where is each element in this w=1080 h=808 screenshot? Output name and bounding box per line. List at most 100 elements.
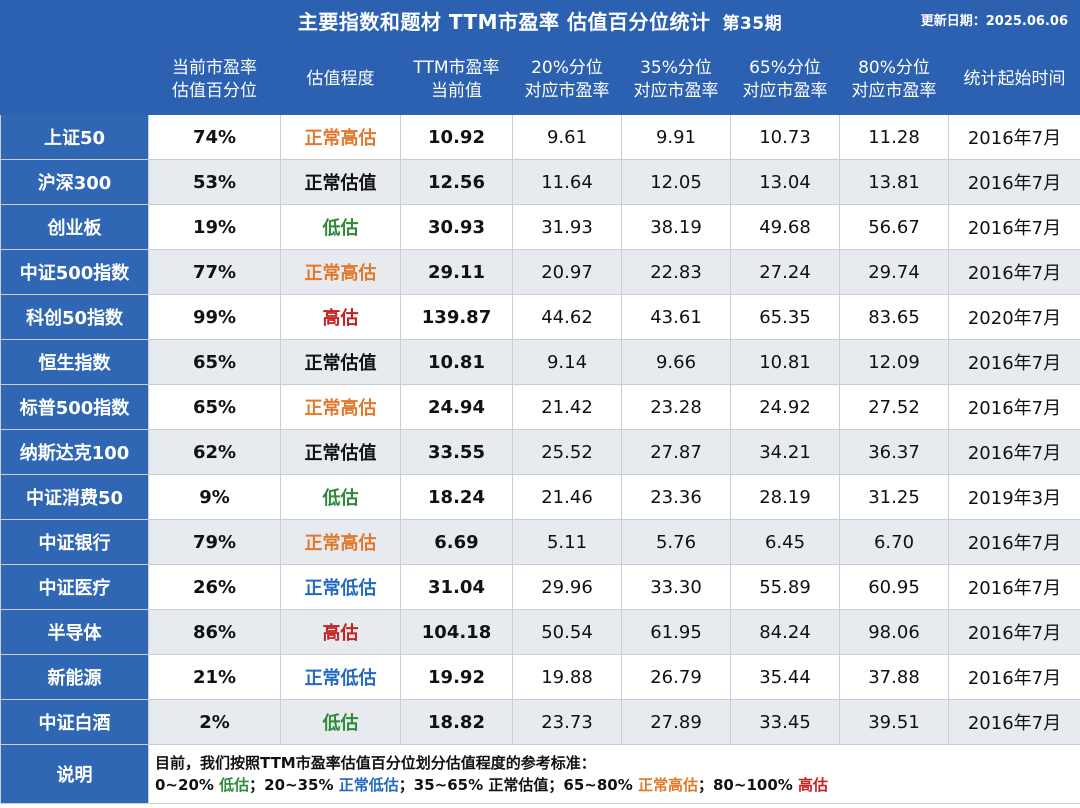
legend-range: 0~20% — [155, 776, 220, 794]
legend-separator: ； — [398, 776, 414, 794]
ttm-pe-current: 18.24 — [400, 474, 513, 520]
pe-p65: 28.19 — [730, 474, 840, 520]
pe-p35: 23.28 — [621, 384, 731, 430]
notes-text: 目前，我们按照TTM市盈率估值百分位划分估值程度的参考标准： 0~20% 低估；… — [148, 744, 1080, 804]
issue-number: 第35期 — [722, 14, 783, 34]
legend-range: 65~80% — [563, 776, 638, 794]
start-date: 2016年7月 — [948, 564, 1080, 610]
start-date: 2016年7月 — [948, 429, 1080, 475]
pe-p80: 27.52 — [839, 384, 949, 430]
ttm-pe-current: 29.11 — [400, 249, 513, 295]
ttm-pe-current: 24.94 — [400, 384, 513, 430]
column-header-line: 对应市盈率 — [524, 80, 610, 101]
valuation-level: 正常高估 — [280, 384, 401, 430]
header-p20: 20%分位 对应市盈率 — [512, 44, 622, 115]
header-p80: 80%分位 对应市盈率 — [839, 44, 949, 115]
pe-p20: 31.93 — [512, 204, 622, 250]
table-row: 中证白酒 2% 低估 18.82 23.73 27.89 33.45 39.51 2016年7月 — [0, 699, 1080, 745]
valuation-level: 正常高估 — [280, 114, 401, 160]
legend-separator: ； — [548, 776, 564, 794]
start-date: 2016年7月 — [948, 114, 1080, 160]
table-row: 半导体 86% 高估 104.18 50.54 61.95 84.24 98.06 2016年7… — [0, 609, 1080, 655]
index-name: 纳斯达克100 — [0, 429, 149, 475]
pe-p35: 61.95 — [621, 609, 731, 655]
pe-p35: 38.19 — [621, 204, 731, 250]
pe-p65: 84.24 — [730, 609, 840, 655]
pe-p35: 33.30 — [621, 564, 731, 610]
start-date: 2016年7月 — [948, 609, 1080, 655]
pe-p80: 31.25 — [839, 474, 949, 520]
valuation-percentile: 19% — [148, 204, 281, 250]
ttm-pe-current: 31.04 — [400, 564, 513, 610]
pe-p35: 43.61 — [621, 294, 731, 340]
column-header-line: 35%分位 — [640, 57, 712, 78]
pe-p80: 56.67 — [839, 204, 949, 250]
header-pct: 当前市盈率 估值百分位 — [148, 44, 281, 115]
pe-p65: 35.44 — [730, 654, 840, 700]
legend-range: 80~100% — [713, 776, 799, 794]
table-row: 纳斯达克100 62% 正常估值 33.55 25.52 27.87 34.21 36.37 2… — [0, 429, 1080, 475]
valuation-level: 正常低估 — [280, 564, 401, 610]
pe-p65: 49.68 — [730, 204, 840, 250]
notes-line-1: 目前，我们按照TTM市盈率估值百分位划分估值程度的参考标准： — [155, 754, 596, 772]
start-date: 2016年7月 — [948, 339, 1080, 385]
valuation-percentile: 26% — [148, 564, 281, 610]
pe-p20: 5.11 — [512, 519, 622, 565]
header-p35: 35%分位 对应市盈率 — [621, 44, 731, 115]
title-bar: 主要指数和题材 TTM市盈率 估值百分位统计 第35期 更新日期：2025.06.… — [0, 0, 1080, 44]
ttm-pe-current: 12.56 — [400, 159, 513, 205]
legend-level: 正常高估 — [637, 776, 698, 794]
legend-level: 正常估值 — [488, 776, 549, 794]
pe-p80: 11.28 — [839, 114, 949, 160]
ttm-pe-current: 139.87 — [400, 294, 513, 340]
valuation-percentile: 99% — [148, 294, 281, 340]
ttm-pe-current: 18.82 — [400, 699, 513, 745]
pe-p80: 98.06 — [839, 609, 949, 655]
pe-p20: 21.42 — [512, 384, 622, 430]
ttm-pe-current: 19.92 — [400, 654, 513, 700]
table-row: 科创50指数 99% 高估 139.87 44.62 43.61 65.35 83.65 202… — [0, 294, 1080, 340]
valuation-level: 正常高估 — [280, 519, 401, 565]
table-row: 中证消费50 9% 低估 18.24 21.46 23.36 28.19 31.25 2019年… — [0, 474, 1080, 520]
pe-p20: 23.73 — [512, 699, 622, 745]
ttm-pe-current: 10.81 — [400, 339, 513, 385]
legend-range: 20~35% — [264, 776, 339, 794]
table-row: 创业板 19% 低估 30.93 31.93 38.19 49.68 56.67 2016年7月 — [0, 204, 1080, 250]
pe-p35: 5.76 — [621, 519, 731, 565]
table-row: 中证500指数 77% 正常高估 29.11 20.97 22.83 27.24 29.74 2… — [0, 249, 1080, 295]
start-date: 2020年7月 — [948, 294, 1080, 340]
pe-p20: 9.61 — [512, 114, 622, 160]
legend-separator: ； — [249, 776, 265, 794]
start-date: 2016年7月 — [948, 654, 1080, 700]
header-p65: 65%分位 对应市盈率 — [730, 44, 840, 115]
valuation-level: 正常低估 — [280, 654, 401, 700]
column-header-line: 80%分位 — [858, 57, 930, 78]
index-name: 新能源 — [0, 654, 149, 700]
valuation-percentile: 2% — [148, 699, 281, 745]
update-date: 更新日期：2025.06.06 — [920, 14, 1068, 29]
column-header-line: TTM市盈率 — [413, 57, 500, 78]
start-date: 2016年7月 — [948, 699, 1080, 745]
table-row: 中证医疗 26% 正常低估 31.04 29.96 33.30 55.89 60.95 2016… — [0, 564, 1080, 610]
pe-p20: 9.14 — [512, 339, 622, 385]
index-name: 中证银行 — [0, 519, 149, 565]
valuation-percentile: 65% — [148, 384, 281, 430]
column-header-line: 65%分位 — [749, 57, 821, 78]
column-header-line: 统计起始时间 — [963, 69, 1066, 89]
corner-header — [0, 44, 149, 115]
legend-level: 高估 — [798, 776, 829, 794]
table-row: 标普500指数 65% 正常高估 24.94 21.42 23.28 24.92 27.52 2… — [0, 384, 1080, 430]
ttm-pe-current: 10.92 — [400, 114, 513, 160]
valuation-table: 当前市盈率 估值百分位 估值程度 TTM市盈率 当前值 20%分位 对应市盈率 35%分位 对应… — [0, 44, 1080, 804]
pe-p35: 27.87 — [621, 429, 731, 475]
column-header-line: 对应市盈率 — [633, 80, 719, 101]
header-pe-now: TTM市盈率 当前值 — [400, 44, 513, 115]
pe-p65: 27.24 — [730, 249, 840, 295]
valuation-level: 低估 — [280, 204, 401, 250]
valuation-level: 低估 — [280, 699, 401, 745]
pe-p80: 13.81 — [839, 159, 949, 205]
legend-separator: ； — [697, 776, 713, 794]
pe-p80: 39.51 — [839, 699, 949, 745]
title-text: 主要指数和题材 TTM市盈率 估值百分位统计 — [297, 10, 711, 34]
legend-level: 正常低估 — [338, 776, 399, 794]
